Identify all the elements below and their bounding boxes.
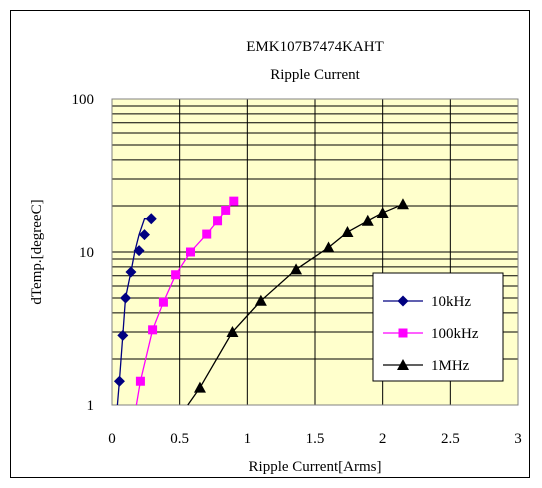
legend-marker-1mhz [397,359,409,370]
data-point-100khz [185,247,195,257]
y-tick-label: 1 [87,398,95,414]
x-tick-label: 0 [108,431,116,447]
x-tick-label: 0.5 [170,431,189,447]
data-point-100khz [148,325,158,335]
data-point-100khz [202,229,212,239]
chart-title: EMK107B7474KAHT [246,39,384,55]
plot-border [111,98,519,406]
y-tick-label: 100 [72,92,95,108]
legend-label-100khz: 100kHz [431,326,479,342]
data-point-1mhz [341,226,354,238]
x-tick-label: 2.5 [441,431,460,447]
data-point-1mhz [290,263,303,275]
y-tick-label: 10 [79,245,94,261]
legend-marker-10khz [397,295,409,307]
data-point-100khz [171,270,181,280]
legend-marker-100khz [398,328,408,338]
data-point-10khz [133,245,145,257]
data-point-100khz [213,216,223,226]
data-point-1mhz [396,198,409,210]
data-point-10khz [138,229,150,241]
data-point-1mhz [376,206,389,218]
ripple-current-chart: 0 0.5 1 1.5 2 2.5 3 1 10 100 EMK107B7474KAHT Ripp… [29,39,522,475]
data-point-10khz [125,266,137,278]
data-point-100khz [158,297,168,307]
chart-subtitle: Ripple Current [270,67,360,83]
series-line-1mhz [187,203,404,406]
tick-labels: 0 0.5 1 1.5 2 2.5 3 1 10 100 [72,92,522,447]
chart-frame: 0 0.5 1 1.5 2 2.5 3 1 10 100 EMK107B7474KAHT Ripp… [10,10,530,478]
data-point-100khz [229,196,239,206]
series-10khz [113,213,157,406]
data-point-1mhz [322,241,335,253]
series-layer [113,196,409,406]
legend: 10kHz 100kHz 1MHz [372,272,504,382]
data-point-10khz [145,213,157,225]
data-point-10khz [113,375,125,387]
legend-label-1mhz: 1MHz [431,358,470,374]
y-axis-label: dTemp.[degreeC] [29,199,45,304]
series-1mhz [187,198,409,406]
data-point-1mhz [361,214,374,226]
legend-box [372,272,504,382]
series-100khz [135,196,239,406]
data-point-100khz [135,376,145,386]
legend-label-10khz: 10kHz [431,294,471,310]
data-point-1mhz [254,294,267,306]
data-point-100khz [221,205,231,215]
x-tick-label: 1.5 [306,431,325,447]
x-axis-label: Ripple Current[Arms] [249,459,382,475]
data-point-10khz [117,329,129,341]
data-point-1mhz [226,326,239,338]
data-point-1mhz [193,381,206,393]
series-line-100khz [135,200,235,406]
data-point-10khz [120,292,132,304]
x-tick-label: 1 [244,431,252,447]
x-tick-label: 2 [379,431,387,447]
x-tick-label: 3 [514,431,522,447]
